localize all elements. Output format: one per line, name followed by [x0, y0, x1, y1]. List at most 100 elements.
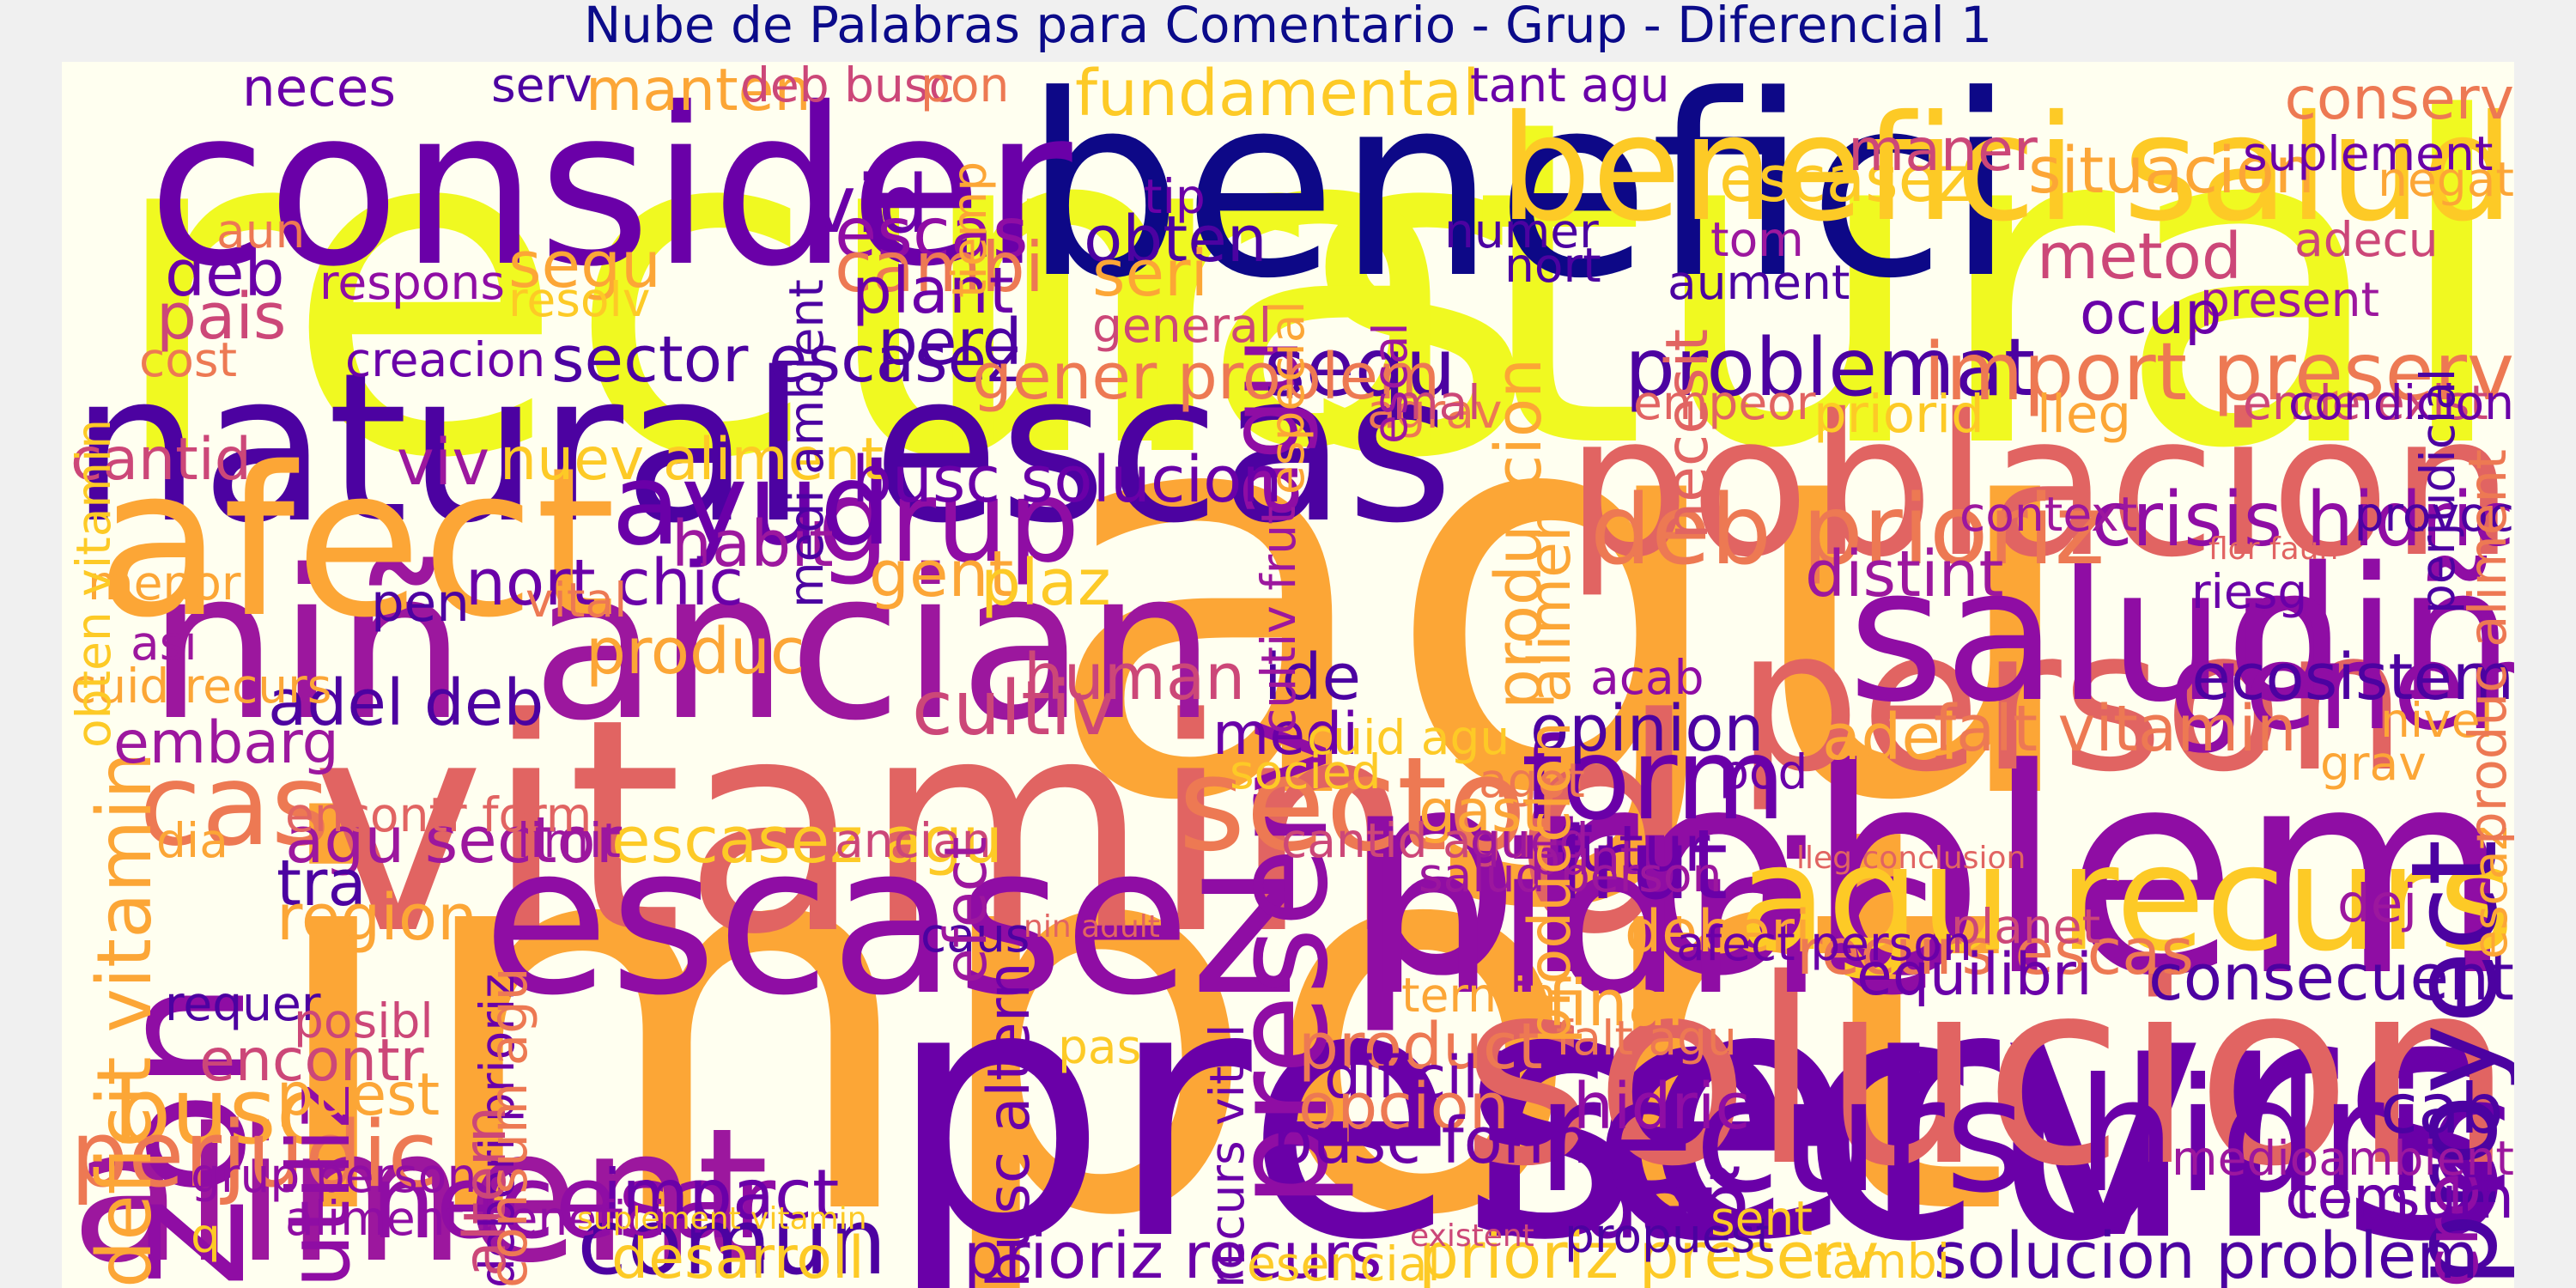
word-preserv: preserv — [886, 909, 2207, 1288]
word-deb: deb — [165, 237, 285, 311]
word-futur: futur — [1556, 812, 1710, 886]
word-dej: dej — [2337, 873, 2418, 934]
word-frut: frut — [1556, 810, 1728, 921]
word-gent: gent — [869, 538, 1014, 611]
word-encontr: encontr — [199, 1027, 424, 1095]
word-pod: pod — [1719, 744, 1808, 799]
word-sector-escasez: sector escasez — [551, 323, 1021, 397]
word-recurs-vital: recurs vital — [1200, 1024, 1255, 1288]
word-aun: aun — [216, 204, 306, 258]
word-resolv: resolv — [508, 272, 651, 327]
word-agu: agu — [1041, 274, 2091, 923]
word-afect: afect — [96, 422, 617, 663]
word-pais: pais — [156, 280, 287, 354]
word-vital: vital — [526, 573, 628, 628]
word-solucion-problem: solucion problem — [1934, 1219, 2479, 1288]
word-ayud: ayud — [611, 439, 892, 571]
word-embarg: embarg — [113, 709, 339, 777]
word-escasez-agu: escasez agu — [611, 804, 1003, 878]
word-posibl: posibl — [294, 993, 434, 1048]
word-problem: problem — [1341, 708, 2514, 1038]
word-dia: dia — [156, 813, 228, 868]
word-cost: cost — [139, 332, 238, 387]
word-form: form — [1522, 714, 1786, 846]
word-habit: habit — [671, 507, 834, 581]
word-cuid-recurs: cuid recurs — [70, 659, 332, 714]
word-recurs-hidric: recurs hidric — [1536, 1045, 2514, 1228]
word-suplement-vitamin: suplement vitamin — [577, 1201, 867, 1236]
word-salud-person: salud person — [1419, 848, 1722, 902]
word-deberi: deberi — [1625, 898, 1811, 966]
word-opinion: opinion — [1530, 692, 1765, 766]
word-medioambient: medioambient — [2172, 1131, 2514, 1186]
word-propuest: propuest — [1564, 1208, 1774, 1263]
word-cloud-canvas: agu import recurs natural preserv recurs vitam… — [62, 62, 2514, 1288]
word-consider: consider — [148, 62, 1072, 314]
word-impact: impact — [603, 1155, 840, 1235]
word-context: context — [1959, 487, 2138, 542]
word-dañ: dañ — [1582, 1153, 1753, 1259]
word-produc: produc — [586, 615, 805, 689]
chart-title: Nube de Palabras para Comentario - Grup … — [583, 0, 1993, 54]
word-seri: seri — [1092, 237, 1209, 311]
word-priorid: priorid — [1814, 384, 1984, 445]
word-gast: gast — [1419, 778, 1545, 846]
word-distint: distint — [1805, 538, 2004, 611]
word-tem: tem — [2294, 1164, 2410, 1232]
word-tip: tip — [1144, 169, 1206, 224]
word-deb-prioriz: deb prioriz — [1590, 475, 2105, 586]
word-condicion: condicion — [2288, 375, 2514, 430]
word-consum-agu: consum agu — [478, 967, 539, 1288]
word-medi-ambient: medi ambient — [779, 279, 834, 608]
word-tiemp: tiemp — [942, 161, 997, 298]
word-human: human — [1024, 641, 1246, 714]
word-consecuent: consecuent — [2148, 941, 2514, 1015]
word-mal: mal — [1393, 375, 1481, 430]
word-perd: perd — [878, 306, 1023, 380]
word-sector: sector — [1178, 729, 1581, 880]
word-escasez: escasez — [1719, 143, 1971, 216]
word-encontr-form: encontr form — [285, 787, 592, 842]
word-ancian: ancian — [835, 813, 992, 868]
word-plaz: plaz — [981, 546, 1111, 620]
word-poblacion: poblacion — [1565, 372, 2514, 600]
word-aument: aument — [1668, 255, 1850, 310]
word-cas: cas — [139, 739, 331, 872]
word-adecu: adecu — [2294, 212, 2439, 267]
word-perjudicial: perjudicial — [2410, 368, 2465, 614]
word-caus: caus — [920, 908, 1030, 963]
word-cambi: cambi — [835, 228, 1044, 307]
word-limit: limit — [517, 813, 621, 868]
word-equilibri: equilibri — [1856, 941, 2093, 1009]
word-nin-adult: nin adult — [1024, 909, 1160, 945]
word-nuev-aliment: nuev aliment — [500, 426, 884, 494]
word-busc-solucion: busc solucion — [852, 443, 1283, 517]
word-nivel: nivel — [2380, 693, 2494, 748]
word-escas: escas — [835, 193, 1029, 273]
word-obten: obten — [1084, 203, 1267, 276]
word-gener: gener — [2169, 618, 2514, 756]
word-agrav: agrav — [1367, 384, 1503, 439]
word-segu: segu — [508, 228, 661, 302]
word-cultiv: cultiv — [912, 665, 1115, 752]
word-conserv: conserv — [2284, 65, 2514, 133]
word-cuid-agu: cuid agu — [1307, 710, 1510, 765]
word-tra: tra — [276, 847, 367, 920]
word-socied: socied — [1230, 744, 1382, 799]
word-desarroll: desarroll — [611, 1224, 865, 1288]
word-falt-vitamin: falt vitamin — [1934, 692, 2297, 766]
word-falt-agu: falt agu — [1556, 1011, 1737, 1066]
word-busc-form: busc form — [1273, 1104, 1590, 1178]
word-escasez-hidric: escasez hidric — [483, 800, 1939, 1041]
word-punt: punt — [1530, 830, 1639, 885]
word-medi: medi — [1212, 701, 1359, 769]
word-cantid-agu: cantid agu — [1281, 813, 1532, 868]
word-especial: especial — [1260, 301, 1315, 495]
word-neces: neces — [242, 62, 397, 118]
word-esencial: esencial — [1247, 1236, 1441, 1288]
word-numer: numer — [1444, 204, 1599, 258]
word-pas: pas — [1058, 1019, 1142, 1074]
word-sent: sent — [1710, 1191, 1813, 1246]
word-menor: menor — [88, 556, 241, 611]
word-niñ: niñ — [2228, 527, 2514, 743]
